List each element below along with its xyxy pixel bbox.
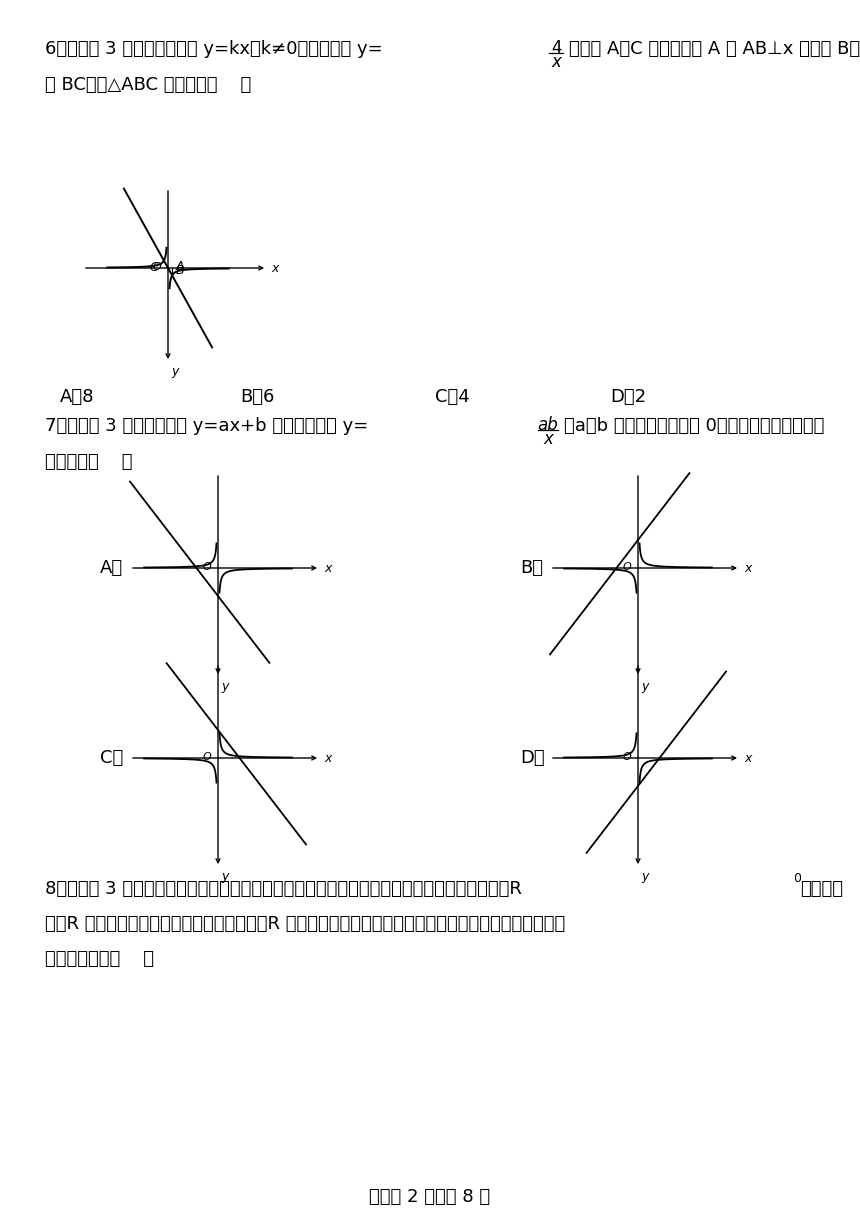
Text: $O$: $O$: [622, 561, 632, 572]
Text: 说法正确的是（    ）: 说法正确的是（ ）: [45, 950, 154, 968]
Text: 试卷第 2 页，共 8 页: 试卷第 2 页，共 8 页: [370, 1188, 490, 1206]
Text: B．: B．: [520, 559, 543, 578]
Text: $x$: $x$: [324, 562, 334, 574]
Text: $B$: $B$: [175, 264, 185, 277]
Text: 相交于 A、C 两点，过点 A 作 AB⊥x 轴于点 B，连: 相交于 A、C 两点，过点 A 作 AB⊥x 轴于点 B，连: [569, 40, 860, 58]
Text: （a、b 为常数且均不等于 0）在同一坐标系内的图: （a、b 为常数且均不等于 0）在同一坐标系内的图: [564, 417, 825, 435]
Text: 为定值电: 为定值电: [800, 880, 843, 897]
Text: $O$: $O$: [151, 260, 162, 272]
Text: $y$: $y$: [221, 871, 230, 885]
Text: $A$: $A$: [175, 260, 186, 274]
Text: $y$: $y$: [221, 681, 230, 696]
Text: A．: A．: [100, 559, 123, 578]
Text: 7．（本题 3 分）一次函数 y=ax+b 与反比例函数 y=: 7．（本题 3 分）一次函数 y=ax+b 与反比例函数 y=: [45, 417, 368, 435]
Text: ab: ab: [538, 416, 558, 434]
Text: C．4: C．4: [435, 388, 470, 406]
Text: $x$: $x$: [744, 751, 754, 765]
Text: $x$: $x$: [271, 261, 281, 275]
Text: 8．（本题 3 分）如图，甲所示的是一款酒精浓度监测仪的简化电路图，其电源电压保持不变，R: 8．（本题 3 分）如图，甲所示的是一款酒精浓度监测仪的简化电路图，其电源电压保…: [45, 880, 522, 897]
Text: $O$: $O$: [622, 750, 632, 762]
Text: 6．（本题 3 分）如图，直线 y=kx（k≠0）与双曲线 y=: 6．（本题 3 分）如图，直线 y=kx（k≠0）与双曲线 y=: [45, 40, 383, 58]
Text: $y$: $y$: [171, 366, 181, 379]
Text: $x$: $x$: [744, 562, 754, 574]
Text: D．2: D．2: [610, 388, 646, 406]
Text: x: x: [543, 430, 553, 447]
Text: $y$: $y$: [641, 681, 651, 696]
Text: A．8: A．8: [60, 388, 95, 406]
Text: $O$: $O$: [202, 750, 212, 762]
Text: 象可能是（    ）: 象可能是（ ）: [45, 454, 132, 471]
Text: x: x: [551, 54, 561, 71]
Text: $C$: $C$: [149, 260, 160, 274]
Text: D．: D．: [520, 749, 544, 767]
Text: 0: 0: [793, 872, 801, 885]
Text: 接 BC，则△ABC 的面积为（    ）: 接 BC，则△ABC 的面积为（ ）: [45, 75, 251, 94]
Text: 4: 4: [550, 39, 562, 57]
Text: B．6: B．6: [240, 388, 274, 406]
Text: C．: C．: [100, 749, 123, 767]
Text: 阵，R 为酒精气体浓度传感器（气敏电阵），R 的阵值与酒精浓度的关系如图乙所示，当接通电源时，下列: 阵，R 为酒精气体浓度传感器（气敏电阵），R 的阵值与酒精浓度的关系如图乙所示，…: [45, 914, 565, 933]
Text: $O$: $O$: [202, 561, 212, 572]
Text: $x$: $x$: [324, 751, 334, 765]
Text: $y$: $y$: [641, 871, 651, 885]
